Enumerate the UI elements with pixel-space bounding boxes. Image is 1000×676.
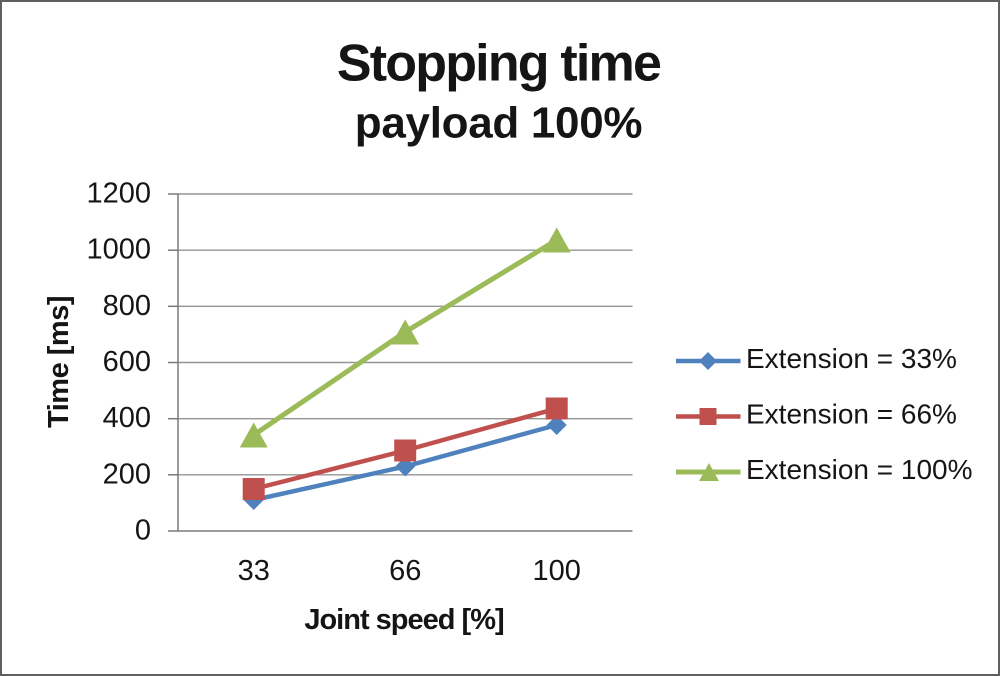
- svg-text:33: 33: [238, 555, 270, 587]
- svg-text:Extension = 33%: Extension = 33%: [746, 343, 957, 374]
- svg-text:800: 800: [103, 290, 151, 322]
- svg-text:Stopping time: Stopping time: [337, 35, 661, 93]
- svg-text:100: 100: [533, 555, 581, 587]
- svg-text:200: 200: [103, 458, 151, 490]
- svg-text:Joint speed [%]: Joint speed [%]: [304, 604, 504, 636]
- svg-text:66: 66: [389, 555, 421, 587]
- svg-text:600: 600: [103, 346, 151, 378]
- svg-text:1000: 1000: [86, 234, 151, 266]
- svg-text:Extension = 100%: Extension = 100%: [746, 454, 973, 485]
- svg-text:400: 400: [103, 402, 151, 434]
- svg-text:0: 0: [135, 515, 151, 547]
- svg-text:Time [ms]: Time [ms]: [43, 296, 75, 428]
- svg-text:payload 100%: payload 100%: [355, 99, 642, 148]
- svg-text:Extension = 66%: Extension = 66%: [746, 399, 957, 430]
- svg-text:1200: 1200: [86, 178, 151, 210]
